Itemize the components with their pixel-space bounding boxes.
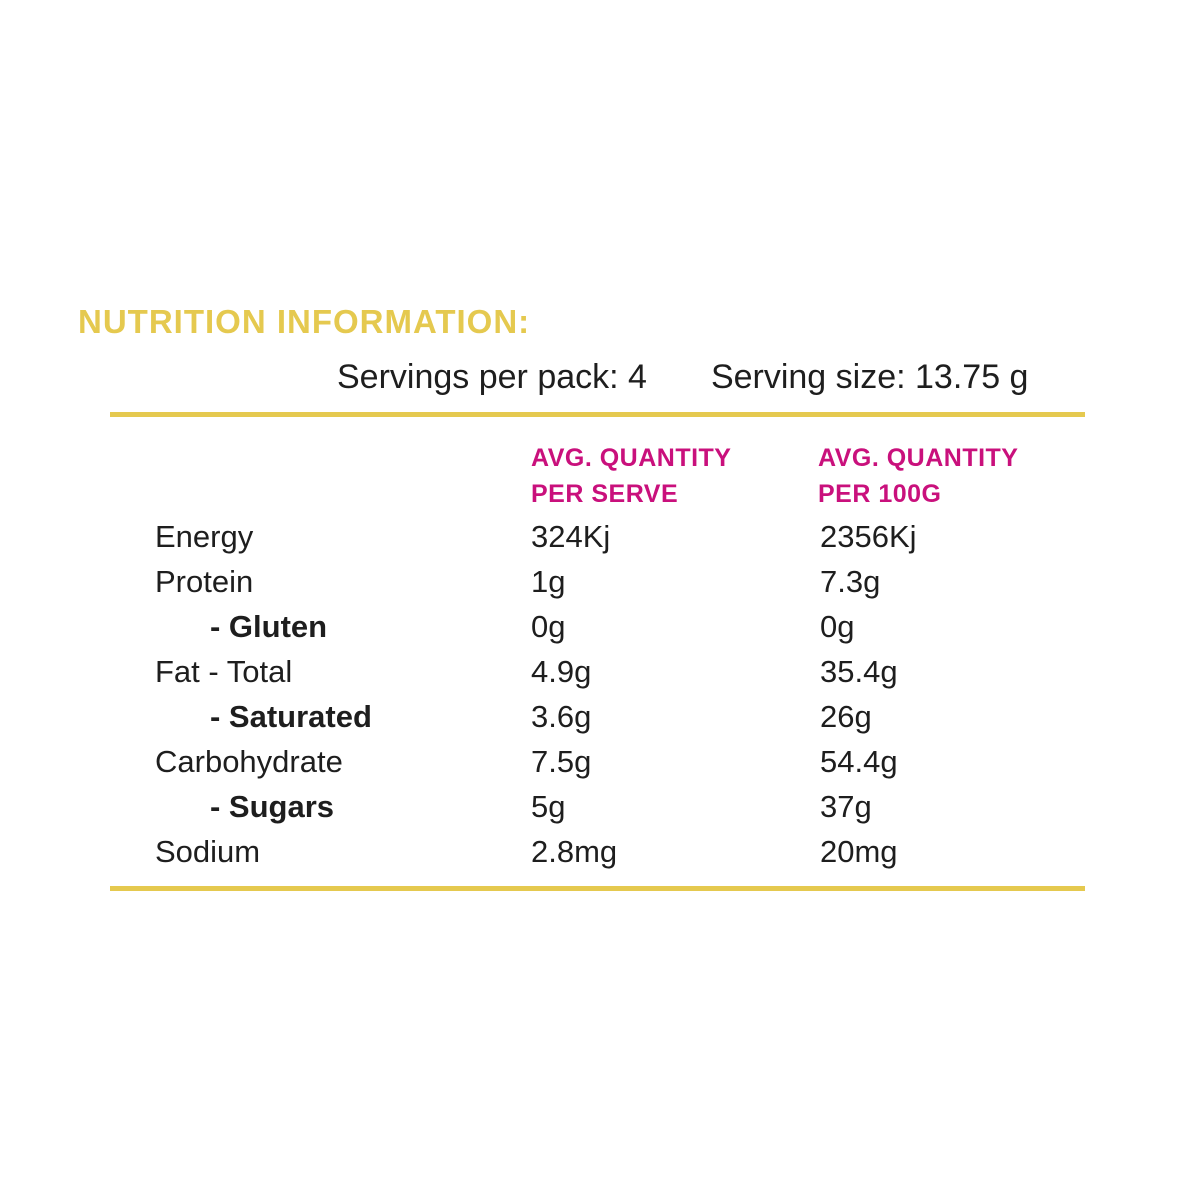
table-row-protein: Protein 1g 7.3g (0, 559, 1200, 604)
per-serve-value: 2.8mg (531, 834, 618, 869)
row-label: Carbohydrate (155, 744, 343, 779)
nutrition-table: Energy 324Kj 2356Kj Protein 1g 7.3g - Gl… (0, 514, 1200, 874)
serving-size: Serving size: 13.75 g (710, 358, 1029, 396)
per-serve-value: 1g (531, 564, 566, 599)
per-serve-value: 7.5g (531, 744, 592, 779)
table-row-fat-total: Fat - Total 4.9g 35.4g (0, 649, 1200, 694)
per-100g-value: 54.4g (820, 744, 898, 779)
row-label: Sodium (155, 834, 261, 869)
per-100g-value: 20mg (820, 834, 898, 869)
per-100g-value: 7.3g (820, 564, 881, 599)
divider-top (110, 412, 1085, 417)
per-100g-value: 35.4g (820, 654, 898, 689)
column-header-line: PER SERVE (531, 480, 679, 508)
table-row-carbohydrate: Carbohydrate 7.5g 54.4g (0, 739, 1200, 784)
per-100g-value: 37g (820, 789, 872, 824)
column-header-per-100g: AVG. QUANTITY PER 100G (818, 440, 1018, 512)
column-header-line: PER 100G (818, 480, 942, 508)
servings-per-pack: Servings per pack: 4 (337, 358, 647, 396)
row-label: Energy (155, 519, 254, 554)
row-label: - Sugars (210, 789, 335, 824)
table-row-sugars: - Sugars 5g 37g (0, 784, 1200, 829)
page-title: NUTRITION INFORMATION: (78, 303, 531, 340)
table-row-sodium: Sodium 2.8mg 20mg (0, 829, 1200, 874)
per-100g-value: 0g (820, 609, 855, 644)
per-100g-value: 2356Kj (820, 519, 917, 554)
table-row-gluten: - Gluten 0g 0g (0, 604, 1200, 649)
serving-info: Servings per pack: 4 Serving size: 13.75… (337, 358, 1028, 397)
row-label: Protein (155, 564, 254, 599)
per-serve-value: 0g (531, 609, 566, 644)
per-serve-value: 5g (531, 789, 566, 824)
column-header-line: AVG. QUANTITY (531, 444, 732, 472)
row-label: - Gluten (210, 609, 328, 644)
divider-bottom (110, 886, 1085, 891)
row-label: - Saturated (210, 699, 372, 734)
row-label: Fat - Total (155, 654, 293, 689)
per-serve-value: 3.6g (531, 699, 592, 734)
column-header-line: AVG. QUANTITY (818, 444, 1019, 472)
column-header-per-serve: AVG. QUANTITY PER SERVE (531, 440, 731, 512)
per-100g-value: 26g (820, 699, 872, 734)
table-row-energy: Energy 324Kj 2356Kj (0, 514, 1200, 559)
table-row-saturated: - Saturated 3.6g 26g (0, 694, 1200, 739)
per-serve-value: 324Kj (531, 519, 611, 554)
per-serve-value: 4.9g (531, 654, 592, 689)
